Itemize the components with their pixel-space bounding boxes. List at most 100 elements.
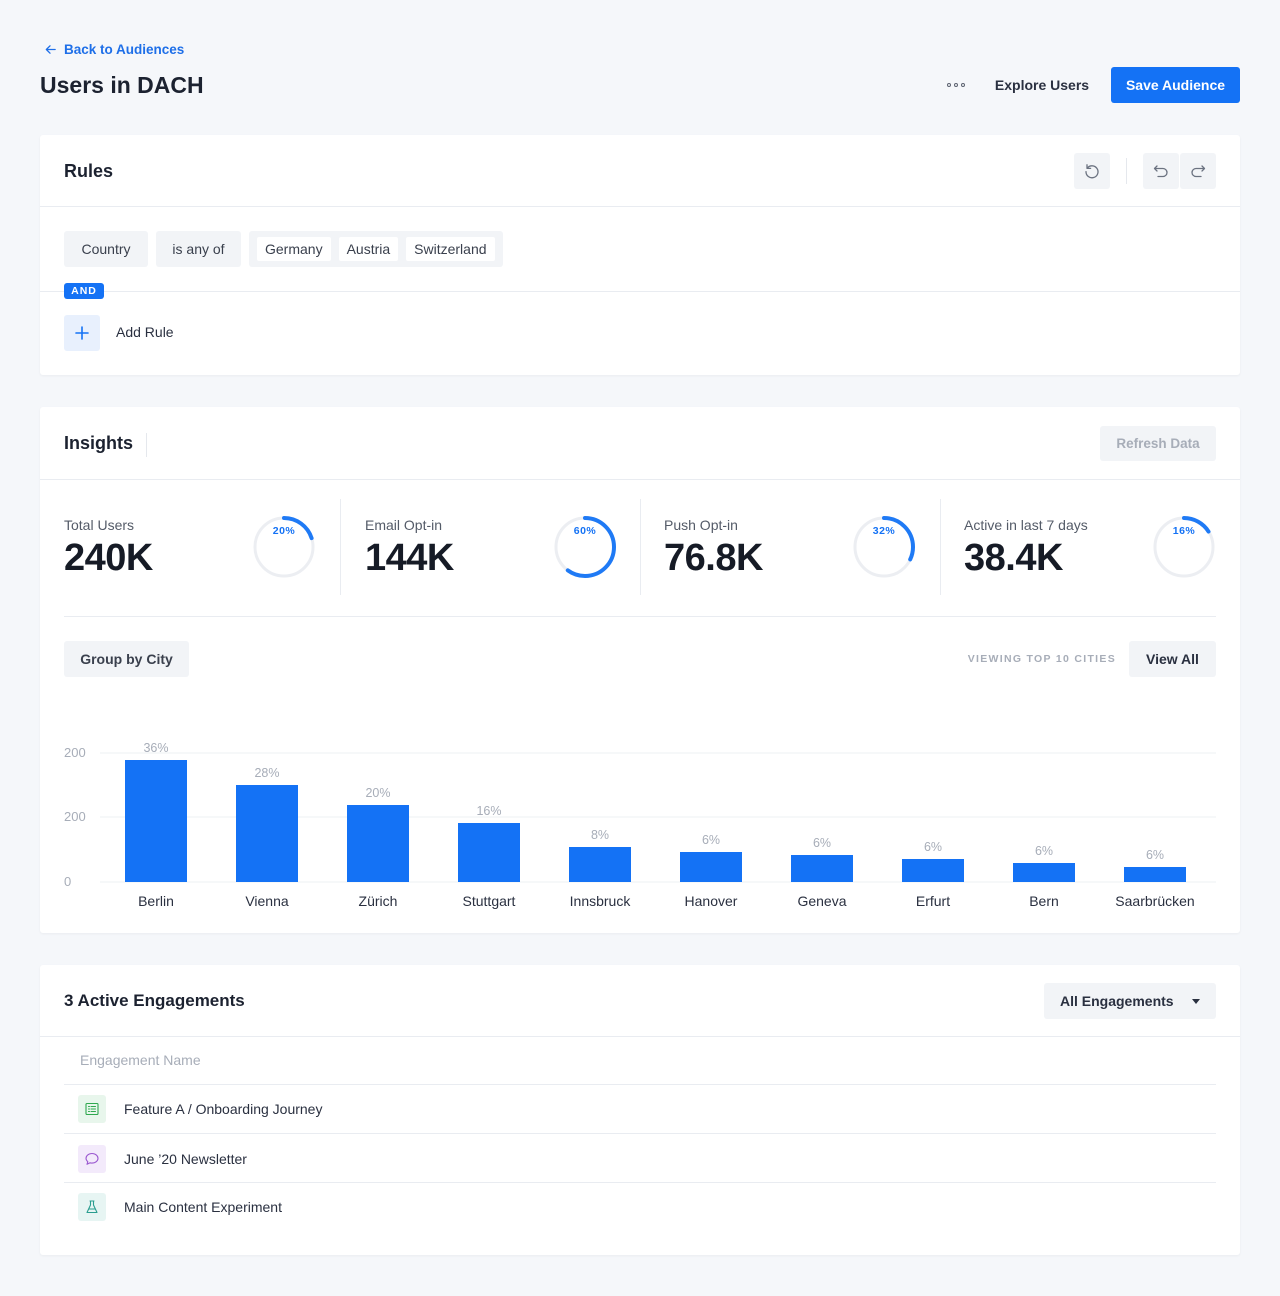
progress-ring (553, 515, 617, 579)
stat-active-7-days: Active in last 7 days 38.4K 16% (964, 499, 1264, 599)
column-header-engagement-name: Engagement Name (80, 1052, 201, 1068)
chart-bar (1124, 867, 1186, 882)
x-category-label: Erfurt (916, 893, 950, 909)
city-bar-chart: 0 200 200 36% Berlin 28% Vienna 20% Zürich 16% Stu… (64, 741, 1216, 909)
add-rule-label[interactable]: Add Rule (116, 324, 174, 340)
refresh-data-button: Refresh Data (1100, 426, 1216, 461)
rules-title: Rules (64, 161, 114, 181)
back-to-audiences-link[interactable]: Back to Audiences (44, 42, 184, 57)
x-category-label: Geneva (797, 893, 846, 909)
bar-data-label: 28% (254, 766, 279, 780)
back-link-label: Back to Audiences (64, 42, 185, 57)
message-icon (78, 1145, 106, 1173)
more-options-icon[interactable] (940, 74, 972, 96)
undo-button[interactable] (1143, 153, 1179, 189)
stat-value: 144K (365, 537, 454, 579)
stat-value: 38.4K (964, 537, 1063, 579)
ring-progress (253, 516, 315, 578)
bar-data-label: 36% (143, 741, 168, 755)
insights-card: Insights Refresh Data Total Users 240K 2… (40, 407, 1240, 933)
bar-data-label: 6% (924, 840, 942, 854)
explore-users-button[interactable]: Explore Users (994, 77, 1090, 93)
reset-icon (1085, 164, 1099, 179)
bar-data-label: 6% (1146, 848, 1164, 862)
ring-percent: 20% (272, 525, 296, 537)
x-category-label: Innsbruck (570, 893, 632, 909)
ring-percent: 60% (573, 525, 597, 537)
bar-data-label: 20% (365, 786, 390, 800)
group-by-city-button[interactable]: Group by City (64, 641, 189, 677)
bar-data-label: 16% (476, 804, 501, 818)
chart-bar (1013, 863, 1075, 882)
page-title: Users in DACH (40, 72, 204, 98)
engagements-filter-dropdown[interactable]: All Engagements (1044, 983, 1216, 1019)
stat-label: Email Opt-in (365, 517, 443, 533)
reset-button[interactable] (1074, 153, 1110, 189)
stat-label: Active in last 7 days (964, 517, 1088, 533)
ring-progress (1153, 516, 1215, 578)
engagements-card: 3 Active Engagements All Engagements Eng… (40, 965, 1240, 1255)
chart-bar (680, 852, 742, 882)
bar-data-label: 8% (591, 828, 609, 842)
plus-icon (75, 326, 89, 340)
engagements-filter-label: All Engagements (1060, 993, 1174, 1009)
stat-push-optin: Push Opt-in 76.8K 32% (664, 499, 964, 599)
rule-values[interactable]: Germany Austria Switzerland (249, 231, 503, 267)
y-tick-label: 200 (64, 809, 86, 824)
engagement-name: Main Content Experiment (124, 1199, 282, 1215)
x-category-label: Hanover (685, 893, 738, 909)
and-connector-badge: AND (64, 283, 104, 299)
engagement-row[interactable]: June ’20 Newsletter (78, 1144, 247, 1174)
insights-title: Insights (64, 433, 134, 453)
x-category-label: Bern (1029, 893, 1059, 909)
flask-icon (78, 1193, 106, 1221)
stat-label: Push Opt-in (664, 517, 738, 533)
ring-percent: 32% (872, 525, 896, 537)
rule-field-select[interactable]: Country (64, 231, 148, 267)
chart-bar (458, 823, 520, 882)
engagement-row[interactable]: Main Content Experiment (78, 1192, 282, 1222)
rule-value-chip[interactable]: Switzerland (406, 237, 495, 261)
redo-button[interactable] (1180, 153, 1216, 189)
chart-bar (347, 805, 409, 882)
stat-value: 240K (64, 537, 153, 579)
bar-data-label: 6% (813, 836, 831, 850)
x-category-label: Berlin (138, 893, 174, 909)
chart-bar (125, 760, 187, 882)
x-category-label: Stuttgart (463, 893, 516, 909)
arrow-left-icon (45, 45, 56, 54)
engagements-title: 3 Active Engagements (64, 991, 245, 1010)
y-tick-label: 0 (64, 874, 71, 889)
progress-ring (252, 515, 316, 579)
x-category-label: Saarbrücken (1115, 893, 1194, 909)
ring-progress (853, 516, 915, 578)
engagement-name: Feature A / Onboarding Journey (124, 1101, 323, 1117)
chevron-down-icon (1192, 998, 1200, 1004)
view-all-button[interactable]: View All (1129, 641, 1216, 677)
progress-ring (1152, 515, 1216, 579)
ring-progress (554, 516, 616, 578)
chart-bar (569, 847, 631, 882)
viewing-top-cities-label: VIEWING TOP 10 CITIES (967, 653, 1116, 665)
stat-email-optin: Email Opt-in 144K 60% (365, 499, 665, 599)
bar-data-label: 6% (1035, 844, 1053, 858)
bar-data-label: 6% (702, 833, 720, 847)
stat-label: Total Users (64, 517, 135, 533)
stat-total-users: Total Users 240K 20% (64, 499, 364, 599)
rules-card: Rules Country is any of Germany Austria … (40, 135, 1240, 375)
progress-ring (852, 515, 916, 579)
chart-bar (236, 785, 298, 882)
x-category-label: Vienna (245, 893, 289, 909)
save-audience-button[interactable]: Save Audience (1111, 67, 1240, 103)
y-tick-label: 200 (64, 745, 86, 760)
rule-value-chip[interactable]: Germany (257, 237, 331, 261)
redo-icon (1191, 165, 1206, 178)
rule-value-chip[interactable]: Austria (338, 237, 399, 261)
add-rule-button[interactable] (64, 315, 100, 351)
engagement-row[interactable]: Feature A / Onboarding Journey (78, 1094, 322, 1124)
chart-bar (902, 859, 964, 882)
ring-percent: 16% (1172, 525, 1196, 537)
x-category-label: Zürich (359, 893, 398, 909)
rule-operator-select[interactable]: is any of (156, 231, 241, 267)
engagement-name: June ’20 Newsletter (124, 1151, 247, 1167)
